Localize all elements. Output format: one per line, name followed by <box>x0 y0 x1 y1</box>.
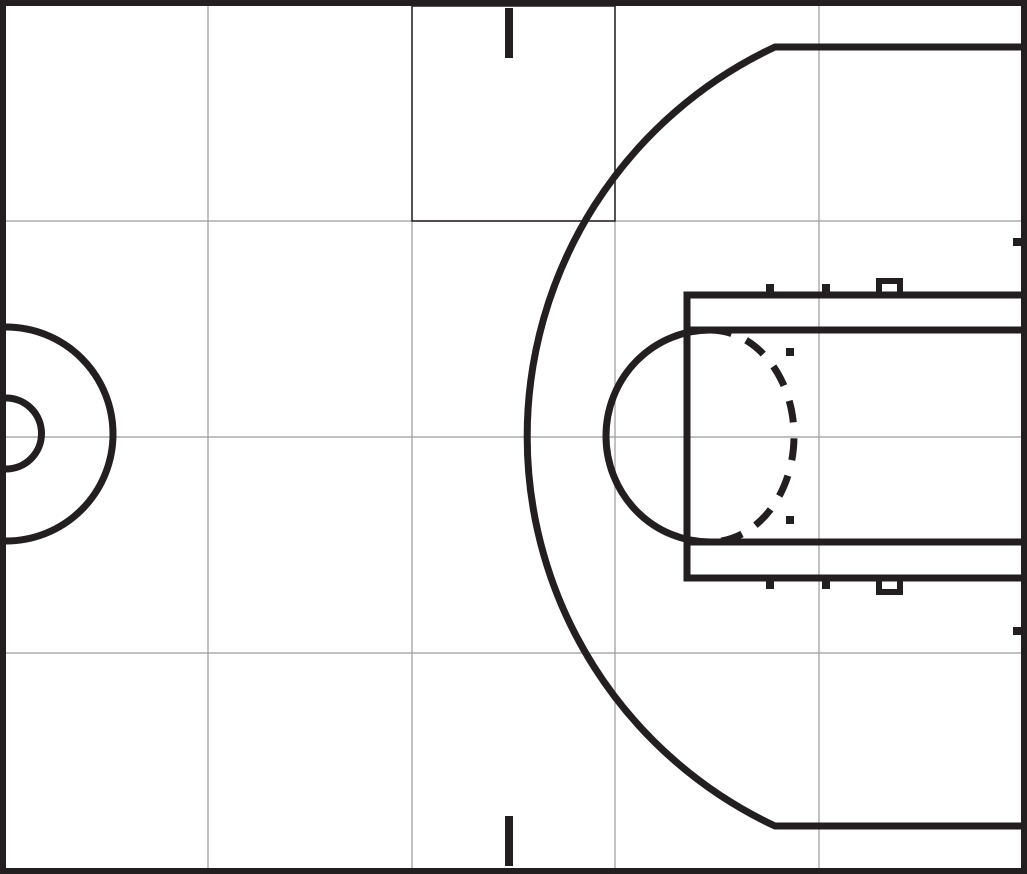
inner-lane <box>690 326 1021 546</box>
lane-space-mark-bottom-1 <box>766 578 774 589</box>
three-point-line <box>523 43 1021 830</box>
lane-space-mark-top-1 <box>766 284 774 295</box>
lane-space-mark-top-2 <box>822 284 830 295</box>
lane-inner-mark-top <box>786 348 794 356</box>
free-throw-circle-top <box>602 326 711 546</box>
free-throw-circle-bottom-dashed <box>709 326 798 546</box>
lane-block-mark-top <box>876 278 903 298</box>
free-throw-lane <box>683 291 1021 582</box>
center-circle <box>5 323 117 545</box>
baseline-hash-mark-bottom <box>1013 627 1021 635</box>
lane-inner-mark-bottom <box>786 516 794 524</box>
center-restraining-circle <box>5 394 45 473</box>
lane-block-mark-bottom <box>876 575 903 595</box>
lane-space-mark-bottom-2 <box>822 578 830 589</box>
baseline-hash-mark-top <box>1013 238 1021 246</box>
